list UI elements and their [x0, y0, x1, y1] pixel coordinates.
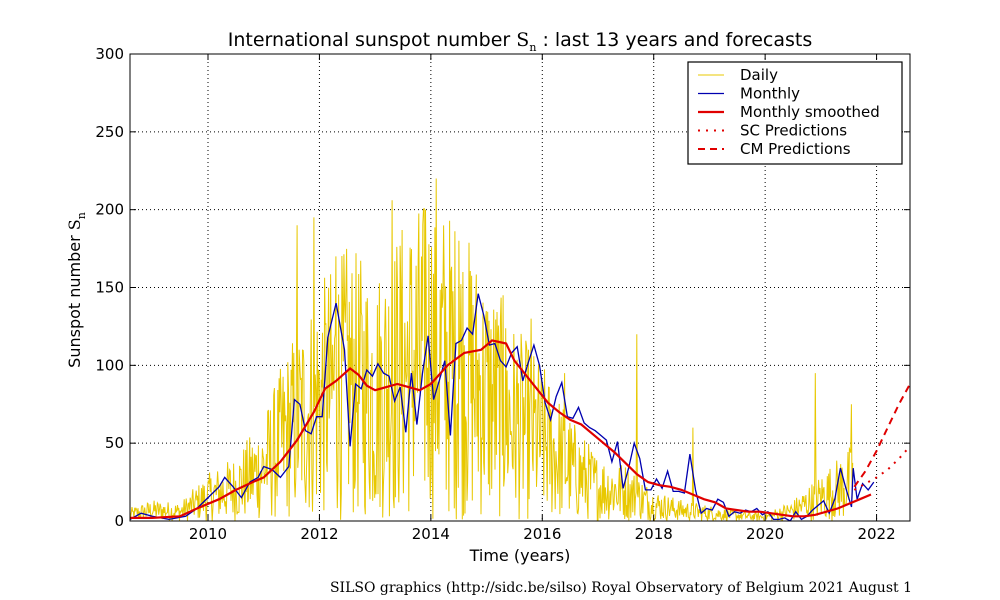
- daily-series-line: [130, 178, 854, 521]
- ylabel-prefix: Sunspot number: [65, 230, 84, 368]
- ylabel-symbol: S: [65, 219, 84, 230]
- legend-label: SC Predictions: [740, 122, 847, 140]
- plot-area: 2010 2012 2014 2016 2018 2020 2022 0 50 100 150 200…: [95, 45, 911, 543]
- x-tick-label: 2020: [746, 525, 784, 543]
- x-tick-label: 2010: [189, 525, 227, 543]
- y-tick-label: 0: [114, 512, 124, 530]
- y-tick-label: 150: [95, 279, 124, 297]
- y-tick-label: 300: [95, 45, 124, 63]
- x-tick-label: 2022: [857, 525, 895, 543]
- title-symbol: S: [516, 29, 529, 51]
- x-tick-label: 2014: [412, 525, 450, 543]
- chart-title: International sunspot number Sn : last 1…: [228, 29, 813, 54]
- smoothed-series-line: [130, 339, 872, 519]
- credit-line: SILSO graphics (http://sidc.be/silso) Ro…: [329, 580, 912, 596]
- sc-predictions-line: [853, 444, 910, 491]
- y-tick-label: 50: [105, 434, 124, 452]
- x-tick-label: 2016: [523, 525, 561, 543]
- y-tick-label: 100: [95, 356, 124, 374]
- x-axis-label: Time (years): [469, 546, 571, 565]
- ylabel-subscript: n: [75, 212, 88, 219]
- title-suffix: : last 13 years and forecasts: [536, 29, 812, 51]
- y-tick-label: 250: [95, 123, 124, 141]
- legend-label: Daily: [740, 66, 778, 84]
- x-tick-label: 2018: [635, 525, 673, 543]
- y-tick-label: 200: [95, 201, 124, 219]
- legend-label: Monthly: [740, 85, 800, 103]
- x-tick-label: 2012: [300, 525, 338, 543]
- y-axis-label: Sunspot number Sn: [65, 212, 88, 368]
- title-subscript: n: [529, 41, 536, 54]
- title-prefix: International sunspot number: [228, 29, 517, 51]
- legend-label: CM Predictions: [740, 140, 851, 158]
- cm-predictions-line: [853, 382, 910, 488]
- legend-label: Monthly smoothed: [740, 103, 880, 121]
